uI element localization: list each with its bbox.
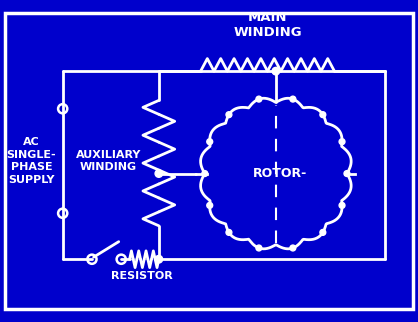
Circle shape bbox=[290, 96, 296, 102]
Circle shape bbox=[155, 255, 163, 263]
Circle shape bbox=[320, 112, 326, 118]
Circle shape bbox=[226, 230, 232, 235]
Circle shape bbox=[256, 96, 262, 102]
Circle shape bbox=[339, 139, 345, 145]
Text: MAIN
WINDING: MAIN WINDING bbox=[233, 11, 302, 39]
Circle shape bbox=[202, 171, 208, 176]
Circle shape bbox=[256, 245, 262, 251]
Circle shape bbox=[339, 203, 345, 208]
Text: RESISTOR: RESISTOR bbox=[111, 271, 173, 281]
Text: AC
SINGLE-
PHASE
SUPPLY: AC SINGLE- PHASE SUPPLY bbox=[7, 137, 56, 185]
Text: AUXILIARY
WINDING: AUXILIARY WINDING bbox=[76, 150, 141, 172]
Text: ROTOR-: ROTOR- bbox=[253, 167, 307, 180]
Circle shape bbox=[207, 203, 213, 208]
Circle shape bbox=[272, 67, 280, 75]
Circle shape bbox=[344, 171, 350, 176]
Circle shape bbox=[226, 112, 232, 118]
Circle shape bbox=[320, 230, 326, 235]
Circle shape bbox=[207, 139, 213, 145]
Circle shape bbox=[290, 245, 296, 251]
Circle shape bbox=[155, 170, 163, 177]
